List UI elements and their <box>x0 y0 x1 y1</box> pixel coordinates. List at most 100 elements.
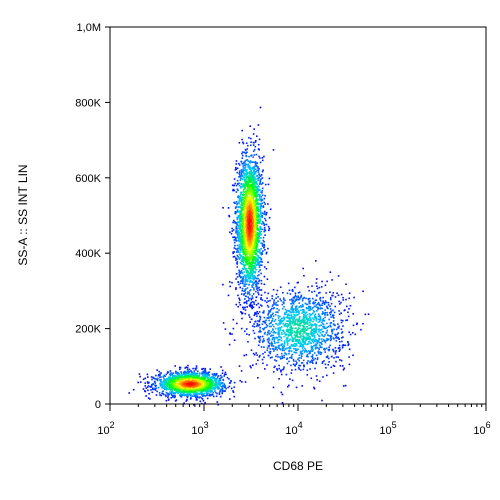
event-dot <box>248 181 250 183</box>
event-dot <box>250 242 252 245</box>
event-dot <box>274 318 277 321</box>
event-dot <box>238 202 240 205</box>
event-dot <box>186 368 189 371</box>
event-dot <box>241 207 243 210</box>
event-dot <box>214 390 216 392</box>
event-dot <box>255 259 258 261</box>
event-dot <box>164 394 167 396</box>
event-dot <box>250 318 253 320</box>
event-dot <box>244 253 247 256</box>
event-dot <box>347 343 350 345</box>
event-dot <box>261 223 263 225</box>
event-dot <box>155 387 157 390</box>
event-dot <box>253 161 256 164</box>
event-dot <box>259 206 262 209</box>
event-dot <box>237 215 240 217</box>
event-dot <box>163 381 166 384</box>
event-dot <box>144 385 146 387</box>
event-dot <box>240 262 243 265</box>
event-dot <box>256 261 259 264</box>
event-dot <box>256 175 259 177</box>
event-dot <box>242 261 245 264</box>
event-dot <box>348 308 350 310</box>
event-dot <box>161 386 163 389</box>
event-dot <box>179 390 181 392</box>
event-dot <box>201 373 203 375</box>
event-dot <box>255 222 258 225</box>
event-dot <box>248 236 251 238</box>
event-dot <box>245 220 247 223</box>
event-dot <box>280 339 283 342</box>
event-dot <box>239 272 242 275</box>
event-dot <box>202 388 204 390</box>
event-dot <box>260 289 263 291</box>
event-dot <box>154 387 156 390</box>
event-dot <box>243 290 245 292</box>
event-dot <box>248 192 250 194</box>
event-dot <box>244 198 247 201</box>
event-dot <box>177 378 179 381</box>
event-dot <box>245 163 248 166</box>
event-dot <box>259 213 262 215</box>
event-dot <box>260 207 262 210</box>
event-dot <box>312 359 315 361</box>
event-dot <box>292 308 295 310</box>
event-dot <box>248 208 251 211</box>
event-dot <box>295 351 298 354</box>
event-dot <box>243 271 245 273</box>
event-dot <box>200 391 203 393</box>
event-dot <box>252 185 254 188</box>
event-dot <box>238 199 241 202</box>
event-dot <box>248 227 250 229</box>
event-dot <box>255 175 258 177</box>
event-dot <box>255 253 257 256</box>
event-dot <box>227 386 229 389</box>
event-dot <box>171 386 173 389</box>
event-dot <box>238 235 240 237</box>
event-dot <box>251 190 254 192</box>
event-dot <box>252 156 254 158</box>
event-dot <box>341 346 344 349</box>
event-dot <box>256 288 258 290</box>
event-dot <box>270 341 273 343</box>
event-dot <box>238 270 241 273</box>
event-dot <box>186 382 189 384</box>
event-dot <box>185 400 188 402</box>
event-dot <box>254 181 256 183</box>
event-dot <box>187 370 190 372</box>
event-dot <box>187 376 190 378</box>
event-dot <box>229 285 231 288</box>
event-dot <box>251 259 254 262</box>
event-dot <box>318 347 320 350</box>
event-dot <box>329 271 332 273</box>
event-dot <box>281 303 284 306</box>
event-dot <box>303 314 305 316</box>
event-dot <box>249 237 251 239</box>
event-dot <box>241 278 244 280</box>
event-dot <box>257 185 260 187</box>
event-dot <box>250 297 252 300</box>
event-dot <box>253 276 256 279</box>
event-dot <box>181 390 183 393</box>
event-dot <box>178 390 180 393</box>
event-dot <box>306 351 308 353</box>
event-dot <box>195 373 198 376</box>
event-dot <box>243 248 246 250</box>
event-dot <box>240 370 243 372</box>
event-dot <box>242 277 245 280</box>
event-dot <box>256 198 259 201</box>
event-dot <box>208 390 211 393</box>
event-dot <box>240 170 243 173</box>
event-dot <box>261 299 264 301</box>
event-dot <box>223 390 226 392</box>
event-dot <box>232 251 235 253</box>
event-dot <box>302 305 305 308</box>
event-dot <box>216 376 219 378</box>
event-dot <box>245 255 247 257</box>
event-dot <box>209 377 212 380</box>
event-dot <box>283 313 286 316</box>
event-dot <box>259 222 261 225</box>
event-dot <box>243 221 246 223</box>
event-dot <box>330 322 333 324</box>
